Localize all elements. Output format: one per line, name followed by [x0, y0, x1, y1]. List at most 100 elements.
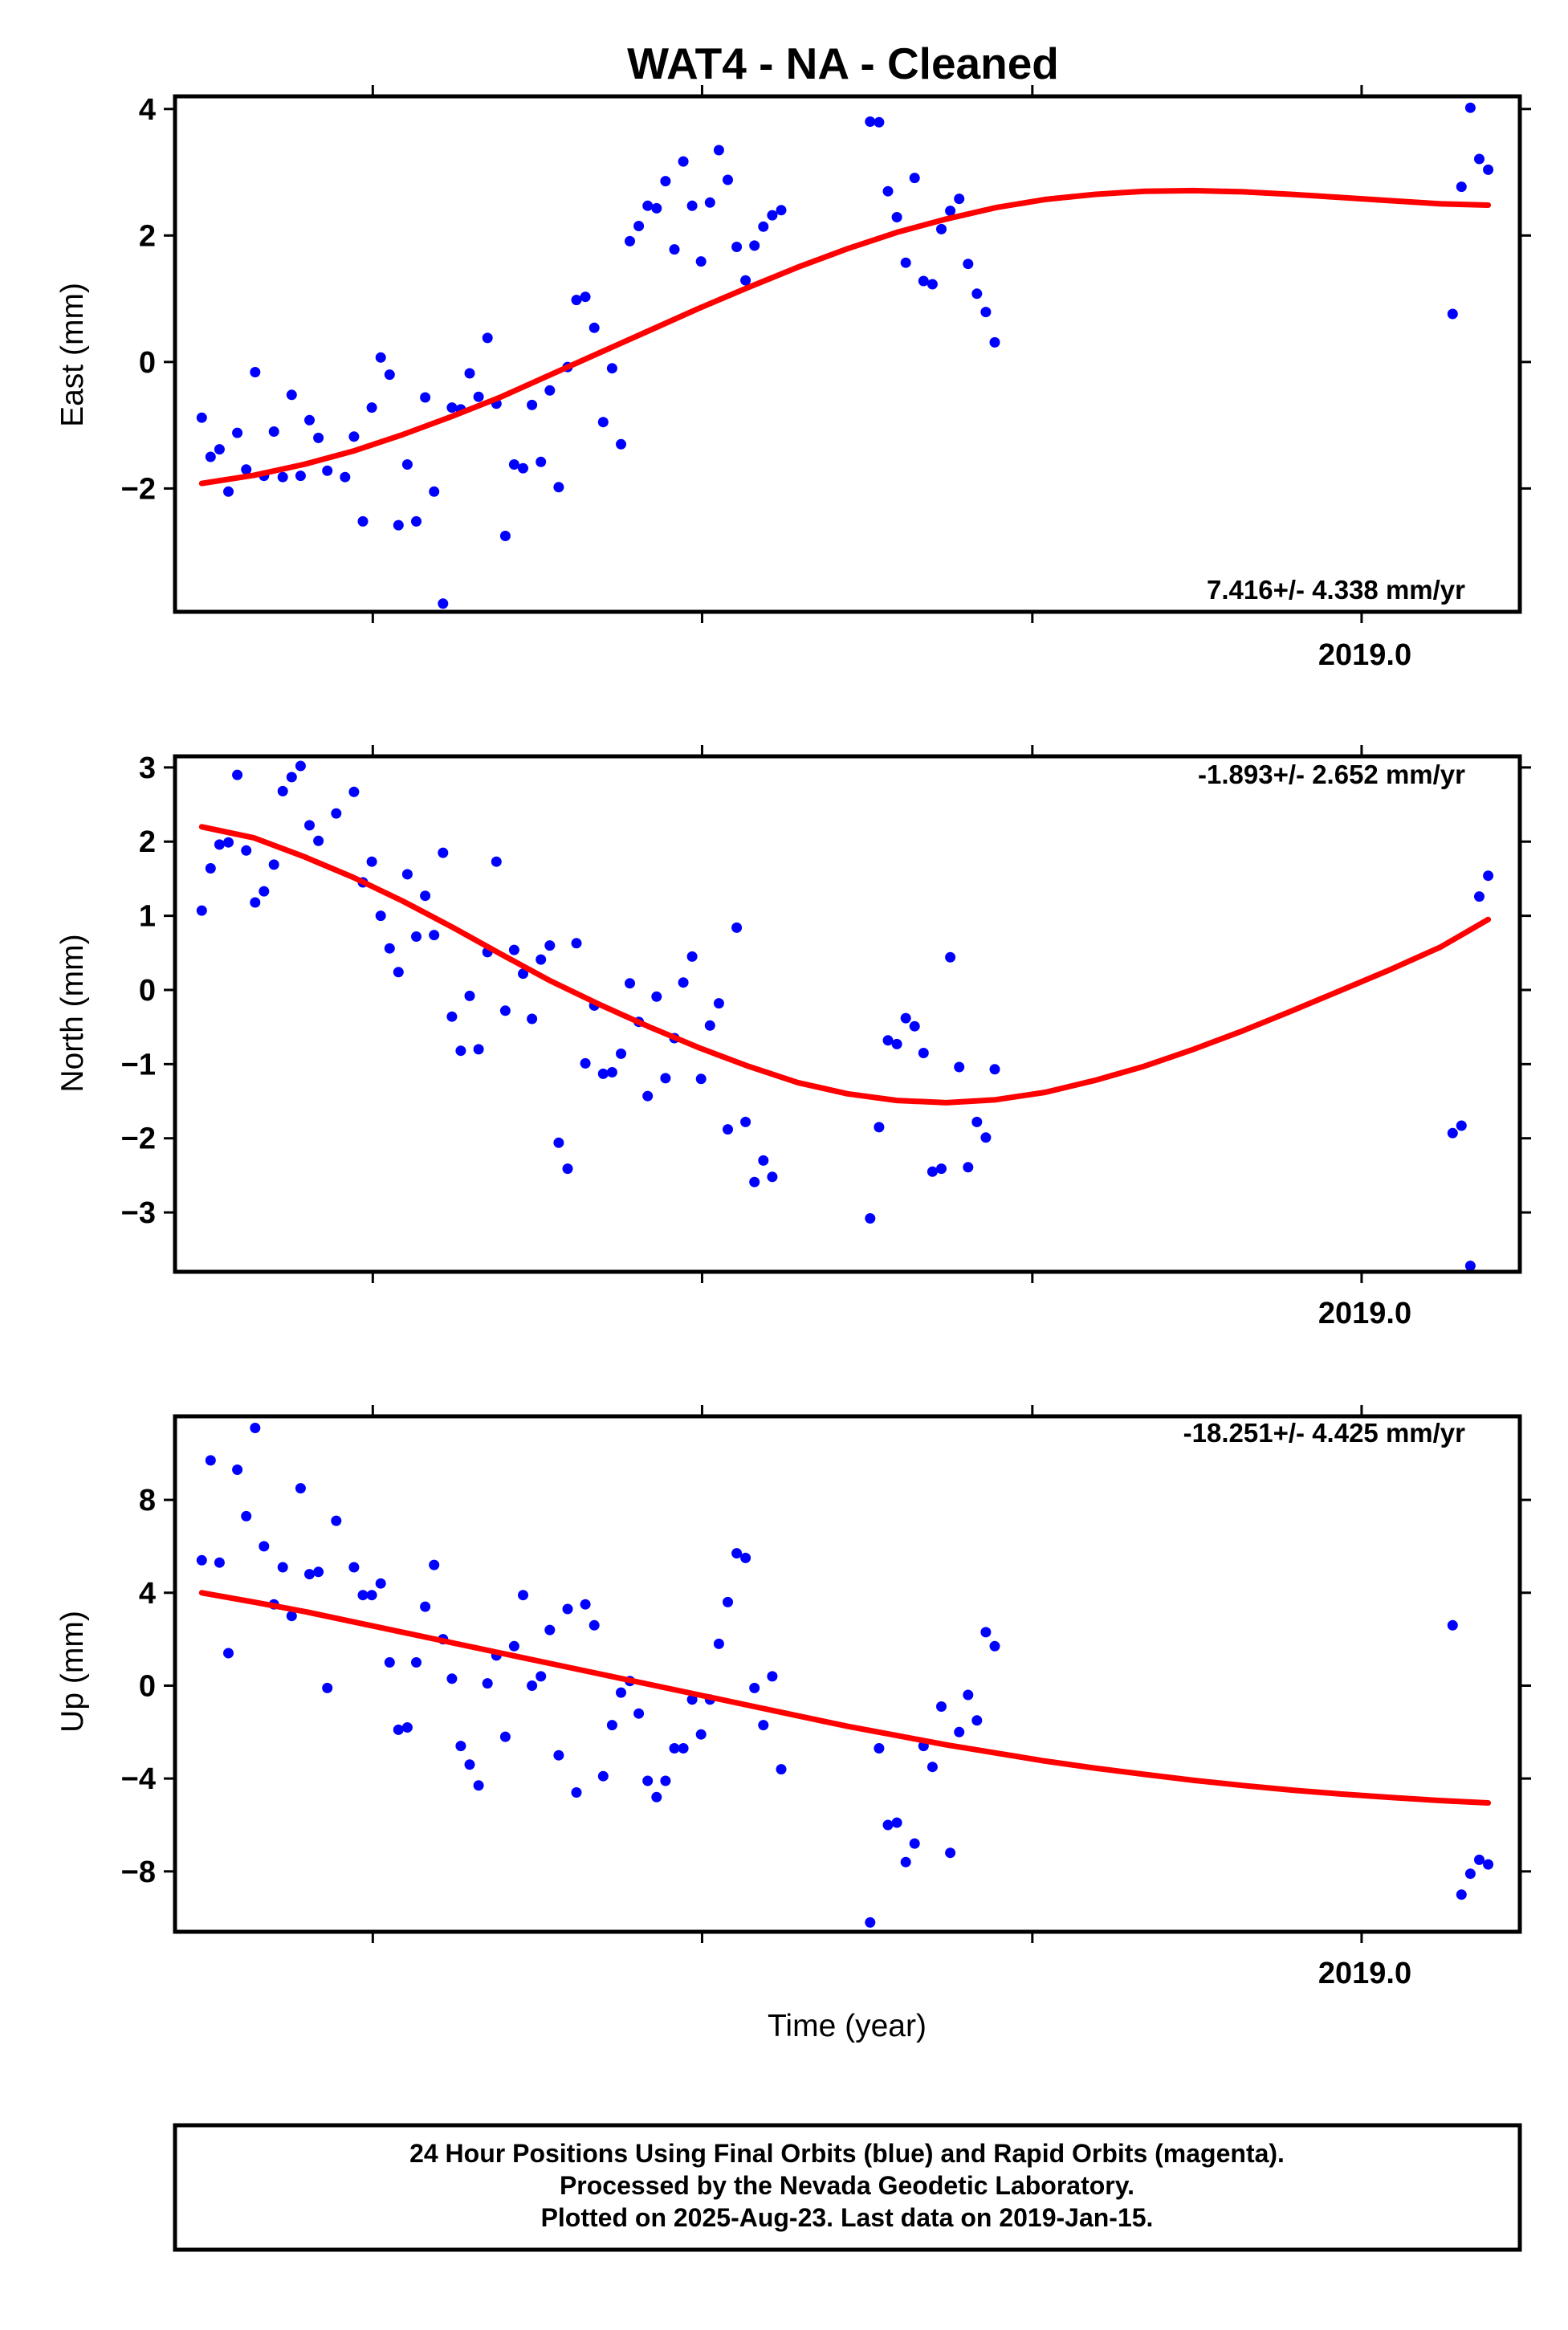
y-tick-label: 3: [139, 752, 156, 785]
data-point: [874, 1122, 885, 1133]
data-point: [277, 471, 288, 483]
data-point: [277, 1562, 288, 1573]
data-point: [651, 991, 662, 1002]
data-point: [411, 931, 422, 942]
data-point: [1483, 870, 1494, 882]
data-point: [196, 412, 207, 423]
data-point: [669, 244, 680, 255]
data-point: [723, 174, 733, 185]
data-point: [740, 1552, 751, 1563]
y-axis-label: East (mm): [55, 283, 90, 427]
data-point: [499, 1731, 511, 1742]
x-axis-label: Time (year): [768, 2009, 927, 2043]
data-point: [891, 212, 902, 222]
data-point: [776, 205, 787, 216]
data-point: [767, 210, 778, 221]
data-point: [536, 456, 547, 467]
data-point: [731, 922, 743, 933]
data-point: [393, 1724, 404, 1735]
data-point: [633, 1708, 645, 1719]
data-point: [980, 1627, 992, 1638]
data-point: [401, 869, 413, 880]
data-point: [232, 427, 243, 438]
data-point: [580, 291, 591, 303]
data-point: [686, 200, 698, 211]
data-point: [704, 1020, 715, 1031]
data-point: [1456, 1889, 1467, 1900]
data-point: [642, 1775, 654, 1786]
data-point: [482, 332, 493, 344]
data-point: [686, 1694, 698, 1705]
data-point: [322, 465, 333, 476]
data-point: [241, 845, 252, 856]
data-point: [749, 1176, 760, 1187]
data-point: [900, 257, 911, 268]
data-point: [438, 847, 449, 858]
data-point: [865, 1213, 876, 1224]
data-point: [651, 202, 662, 214]
data-point: [420, 890, 431, 902]
plot-frame: [173, 1414, 1522, 1934]
data-point: [571, 295, 582, 306]
data-point: [1447, 1619, 1458, 1631]
data-point: [731, 1548, 743, 1559]
data-point: [214, 444, 225, 455]
data-point: [945, 206, 956, 217]
data-point: [286, 1611, 297, 1622]
data-point: [980, 1132, 992, 1143]
data-point: [891, 1817, 902, 1828]
data-point: [491, 856, 502, 867]
data-point: [1464, 1868, 1476, 1880]
y-tick-label: 2: [139, 825, 156, 859]
data-point: [963, 1162, 974, 1173]
y-tick-label: −2: [121, 1122, 156, 1156]
data-point: [401, 1722, 413, 1733]
data-point: [936, 1163, 947, 1175]
data-point: [331, 808, 342, 819]
data-point: [473, 1780, 484, 1791]
data-point: [411, 1657, 422, 1668]
data-point: [749, 1682, 760, 1693]
caption-box: 24 Hour Positions Using Final Orbits (bl…: [173, 2123, 1522, 2252]
data-point: [740, 275, 751, 286]
data-point: [704, 197, 715, 208]
data-point: [1474, 153, 1485, 165]
data-point: [286, 772, 297, 783]
data-point: [196, 905, 207, 916]
data-point: [713, 1638, 724, 1649]
data-point: [963, 259, 974, 270]
data-point: [420, 392, 431, 403]
data-point: [1456, 181, 1467, 193]
data-point: [384, 943, 395, 954]
data-point: [740, 1116, 751, 1127]
data-point: [553, 1750, 564, 1761]
data-point: [954, 1061, 965, 1073]
data-point: [625, 235, 635, 246]
data-point: [411, 515, 422, 527]
data-point: [223, 486, 234, 497]
data-point: [660, 1775, 671, 1786]
x-tick-label: 2019.0: [1318, 1297, 1411, 1330]
data-point: [473, 1044, 484, 1055]
data-point: [527, 399, 538, 410]
data-point: [642, 1090, 654, 1102]
data-point: [393, 519, 404, 531]
y-tick-label: 2: [139, 219, 156, 253]
data-point: [295, 470, 306, 482]
data-point: [446, 1011, 458, 1022]
data-point: [758, 221, 769, 232]
data-point: [616, 1048, 626, 1059]
plot-area: [196, 102, 1494, 609]
data-point: [527, 1680, 538, 1691]
data-point: [214, 1557, 225, 1568]
y-tick-label: −3: [121, 1196, 156, 1230]
data-point: [205, 1455, 216, 1466]
data-point: [455, 1741, 466, 1752]
data-point: [900, 1012, 911, 1024]
data-point: [606, 1720, 617, 1731]
data-point: [304, 1569, 315, 1580]
data-point: [686, 951, 698, 962]
data-point: [295, 1483, 306, 1494]
data-point: [205, 863, 216, 874]
data-point: [518, 1590, 528, 1601]
